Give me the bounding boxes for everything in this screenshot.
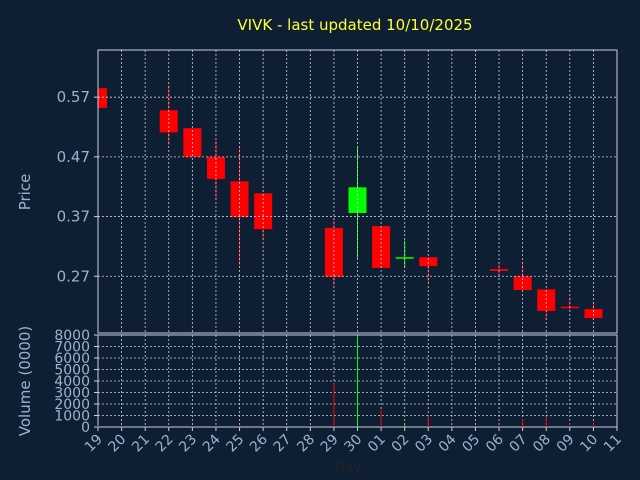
- y-tick-label: 8000: [54, 328, 90, 344]
- volume-bar: [357, 337, 358, 427]
- y-tick-label: 6000: [54, 351, 90, 367]
- volume-bar: [239, 424, 241, 427]
- y-tick-label: 4000: [54, 374, 90, 390]
- volume-axis-label: Volume (0000): [16, 326, 34, 436]
- x-tick-label: 03: [412, 432, 436, 456]
- candle-body: [395, 257, 414, 259]
- x-tick-label: 21: [129, 432, 153, 456]
- x-tick-label: 27: [271, 432, 295, 456]
- volume-bar: [592, 422, 594, 427]
- price-plot: [98, 85, 603, 320]
- x-tick-label: 24: [200, 431, 224, 455]
- chart-title: VIVK - last updated 10/10/2025: [237, 16, 472, 34]
- y-tick-label: 2000: [54, 397, 90, 413]
- y-tick-label: 0.37: [57, 208, 90, 226]
- y-tick-label: 0: [81, 420, 90, 436]
- x-tick-label: 10: [577, 432, 601, 456]
- volume-bar: [427, 415, 429, 427]
- x-tick-label: 09: [554, 432, 578, 456]
- candle-body: [348, 187, 367, 213]
- x-tick-label: 30: [341, 432, 365, 456]
- x-tick-label: 08: [530, 432, 554, 456]
- x-tick-label: 20: [105, 432, 129, 456]
- candle-body: [324, 227, 343, 277]
- volume-bar: [498, 424, 500, 427]
- y-tick-label: 3000: [54, 386, 90, 402]
- volume-bar: [380, 409, 382, 427]
- volume-bar: [569, 423, 571, 427]
- x-tick-label: 26: [247, 431, 271, 455]
- x-axis-label: Day: [334, 460, 362, 476]
- x-tick-label: 01: [365, 432, 389, 456]
- volume-bar: [97, 425, 99, 427]
- y-tick-label: 7000: [54, 340, 90, 356]
- x-tick-label: 23: [176, 432, 200, 456]
- volume-bar: [545, 416, 547, 427]
- volume-bar: [522, 418, 524, 427]
- candle-body: [537, 289, 556, 311]
- candle-body: [159, 110, 178, 133]
- y-tick-label: 0.27: [57, 267, 90, 285]
- y-axis-label: Price: [16, 174, 34, 211]
- x-tick-label: 29: [318, 432, 342, 456]
- x-tick-label: 04: [436, 431, 460, 455]
- x-tick-label: 28: [294, 432, 318, 456]
- x-tick-label: 25: [223, 432, 247, 456]
- x-tick-label: 06: [483, 431, 507, 455]
- volume-bar: [191, 425, 193, 427]
- volume-bar: [262, 425, 264, 427]
- candle-body: [584, 309, 603, 319]
- x-tick-label: 07: [507, 432, 531, 456]
- y-tick-label: 5000: [54, 363, 90, 379]
- y-tick-label: 0.57: [57, 88, 90, 106]
- y-tick-label: 0.47: [57, 148, 90, 166]
- x-tick-label: 11: [601, 432, 625, 456]
- y-tick-label: 1000: [54, 409, 90, 425]
- volume-bar: [168, 425, 170, 427]
- candle-body: [419, 257, 438, 267]
- x-tick-label: 02: [389, 432, 413, 456]
- volume-bar: [404, 423, 406, 427]
- volume-bar: [333, 383, 335, 427]
- x-tick-label: 22: [153, 432, 177, 456]
- x-tick-label: 05: [459, 432, 483, 456]
- candle-body: [98, 88, 107, 108]
- volume-bar: [215, 425, 217, 427]
